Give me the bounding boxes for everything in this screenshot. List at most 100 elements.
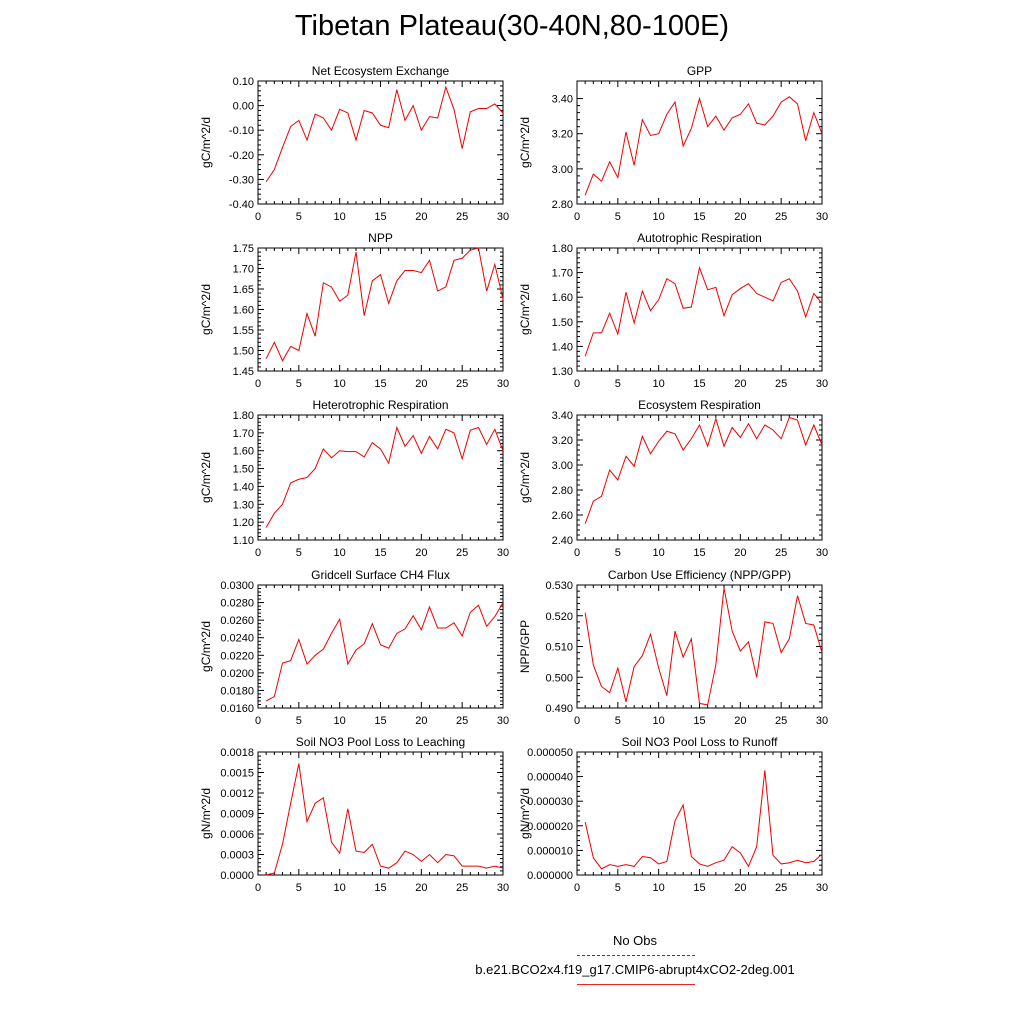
y-tick-label: 0.000050	[527, 747, 573, 759]
y-tick-label: 0.530	[545, 580, 573, 592]
x-tick-label: 0	[574, 715, 580, 727]
y-tick-label: 0.0220	[220, 650, 254, 662]
y-axis-label: gC/m^2/d	[518, 117, 532, 168]
chart-title: Heterotrophic Respiration	[312, 398, 448, 412]
legend-line-obs	[577, 955, 695, 956]
y-tick-label: 1.60	[233, 446, 254, 458]
x-tick-label: 30	[816, 547, 828, 559]
chart-panel-5: Heterotrophic Respiration gC/m^2/d 0 5 10 15 2…	[199, 398, 509, 559]
page-title: Tibetan Plateau(30-40N,80-100E)	[294, 10, 730, 42]
x-tick-label: 25	[456, 547, 468, 559]
y-tick-label: 1.60	[233, 305, 254, 317]
y-tick-label: 2.80	[552, 199, 573, 211]
y-tick-label: 1.50	[233, 346, 254, 358]
x-tick-label: 20	[734, 211, 746, 223]
x-tick-label: 10	[334, 378, 346, 390]
y-tick-label: 0.0200	[220, 668, 254, 680]
x-tick-label: 5	[615, 211, 621, 223]
y-tick-label: 0.000010	[527, 845, 573, 857]
y-tick-label: 1.10	[233, 535, 254, 547]
y-tick-label: 0.0018	[220, 747, 254, 759]
y-tick-label: 0.520	[545, 611, 573, 623]
x-tick-label: 15	[693, 715, 705, 727]
x-tick-label: 15	[693, 211, 705, 223]
chart-panel-8: Carbon Use Efficiency (NPP/GPP) NPP/GPP 0 5…	[518, 568, 828, 727]
y-tick-label: 1.70	[552, 268, 573, 280]
x-tick-label: 10	[653, 715, 665, 727]
x-tick-label: 5	[615, 547, 621, 559]
y-tick-label: 0.0180	[220, 685, 254, 697]
x-tick-label: 5	[296, 882, 302, 894]
y-tick-label: 2.80	[552, 485, 573, 497]
chart-title: NPP	[368, 231, 393, 245]
x-tick-label: 25	[456, 378, 468, 390]
chart-panel-2: GPP gC/m^2/d 0 5 10 15 20 25 30 2.80 3.00 3.20 3.40	[518, 64, 828, 223]
y-tick-label: 3.40	[552, 410, 573, 422]
x-tick-label: 5	[296, 211, 302, 223]
y-tick-label: 1.30	[233, 499, 254, 511]
x-tick-label: 15	[374, 547, 386, 559]
y-tick-label: -0.30	[229, 174, 254, 186]
y-tick-label: 1.40	[233, 481, 254, 493]
chart-title: Soil NO3 Pool Loss to Leaching	[296, 735, 465, 749]
legend-label-model: b.e21.BCO2x4.f19_g17.CMIP6-abrupt4xCO2-2…	[475, 962, 795, 977]
y-axis-label: gC/m^2/d	[199, 621, 213, 672]
x-tick-label: 30	[497, 882, 509, 894]
y-tick-label: 2.40	[552, 535, 573, 547]
x-tick-label: 20	[734, 547, 746, 559]
x-tick-label: 20	[415, 211, 427, 223]
x-tick-label: 15	[374, 882, 386, 894]
y-tick-label: 0.10	[233, 76, 254, 88]
y-tick-label: 1.65	[233, 284, 254, 296]
x-tick-label: 15	[374, 378, 386, 390]
y-tick-label: 1.80	[552, 243, 573, 255]
y-axis-label: gC/m^2/d	[518, 284, 532, 335]
y-tick-label: 3.40	[552, 94, 573, 106]
y-axis-label: gC/m^2/d	[199, 452, 213, 503]
y-tick-label: 1.50	[233, 464, 254, 476]
chart-panel-1: Net Ecosystem Exchange gC/m^2/d 0 5 10 15 20 25…	[199, 64, 509, 223]
y-tick-label: 2.60	[552, 510, 573, 522]
y-tick-label: 0.0000	[220, 870, 254, 882]
y-tick-label: 0.0015	[220, 768, 254, 780]
x-tick-label: 0	[255, 715, 261, 727]
x-tick-label: 0	[255, 378, 261, 390]
x-tick-label: 30	[816, 715, 828, 727]
x-tick-label: 25	[456, 882, 468, 894]
series-line	[584, 96, 823, 196]
y-tick-label: 1.30	[552, 366, 573, 378]
x-tick-label: 0	[574, 211, 580, 223]
x-tick-label: 20	[734, 715, 746, 727]
x-tick-label: 10	[334, 211, 346, 223]
x-tick-label: 30	[816, 211, 828, 223]
chart-panel-10: Soil NO3 Pool Loss to Runoff gN/m^2/d 0 5 10…	[518, 735, 828, 894]
x-tick-label: 0	[574, 882, 580, 894]
series-line	[265, 602, 504, 702]
y-tick-label: 1.40	[552, 341, 573, 353]
x-tick-label: 0	[574, 547, 580, 559]
x-tick-label: 0	[255, 211, 261, 223]
series-line	[584, 265, 823, 357]
y-tick-label: 0.000040	[527, 772, 573, 784]
x-tick-label: 20	[415, 378, 427, 390]
chart-title: Ecosystem Respiration	[638, 398, 761, 412]
y-tick-label: 3.20	[552, 129, 573, 141]
y-tick-label: 3.20	[552, 435, 573, 447]
y-tick-label: 0.490	[545, 703, 573, 715]
y-tick-label: 0.0003	[220, 850, 254, 862]
x-tick-label: 20	[415, 715, 427, 727]
y-tick-label: 0.0240	[220, 633, 254, 645]
x-tick-label: 10	[653, 882, 665, 894]
x-tick-label: 5	[296, 715, 302, 727]
x-tick-label: 20	[415, 547, 427, 559]
x-tick-label: 5	[615, 378, 621, 390]
series-line	[265, 85, 504, 183]
x-tick-label: 30	[497, 211, 509, 223]
y-tick-label: 0.510	[545, 642, 573, 654]
y-tick-label: 1.70	[233, 428, 254, 440]
y-tick-label: -0.20	[229, 150, 254, 162]
y-tick-label: 0.0009	[220, 809, 254, 821]
x-tick-label: 30	[497, 547, 509, 559]
x-tick-label: 30	[497, 378, 509, 390]
